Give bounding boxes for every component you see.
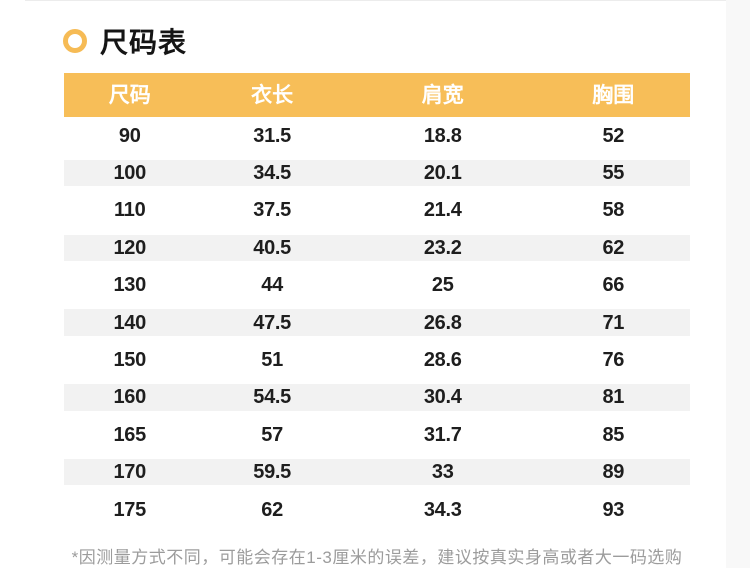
value-cell: 25 <box>431 274 454 297</box>
value-cell: 165 <box>113 423 146 446</box>
section-top-divider <box>25 0 750 1</box>
value-cell: 30.4 <box>423 386 462 409</box>
value-cell: 33 <box>431 461 454 484</box>
value-cell: 110 <box>114 199 146 222</box>
value-cell: 31.5 <box>253 124 291 147</box>
section-title-row: 尺码表 <box>63 21 187 61</box>
table-row: 160 54.5 30.4 81 <box>64 379 690 416</box>
value-cell: 31.7 <box>423 423 462 446</box>
ring-bullet-icon <box>63 29 87 53</box>
value-cell: 57 <box>261 423 283 446</box>
value-cell: 120 <box>113 236 146 259</box>
table-row: 90 31.5 18.8 52 <box>64 117 690 154</box>
value-cell: 150 <box>113 349 146 372</box>
value-cell: 76 <box>602 349 625 372</box>
value-cell: 71 <box>602 311 625 334</box>
header-cell: 肩宽 <box>421 83 464 107</box>
size-table-header-row: 尺码 衣长 肩宽 胸围 <box>64 73 690 117</box>
table-row: 130 44 25 66 <box>64 267 690 304</box>
value-cell: 47.5 <box>253 311 291 334</box>
size-table: 尺码 衣长 肩宽 胸围 90 31.5 18.8 52 100 34.5 20.1 55 110 37.… <box>64 73 690 528</box>
value-cell: 59.5 <box>253 461 291 484</box>
value-cell: 34.5 <box>253 162 291 185</box>
value-cell: 100 <box>113 162 146 185</box>
value-cell: 140 <box>113 311 146 334</box>
value-cell: 23.2 <box>423 236 462 259</box>
header-cell: 胸围 <box>592 83 635 107</box>
table-row: 170 59.5 33 89 <box>64 454 690 491</box>
value-cell: 28.6 <box>423 349 462 372</box>
measurement-footnote: *因测量方式不同，可能会存在1-3厘米的误差，建议按真实身高或者大一码选购 <box>71 548 683 567</box>
table-row: 175 62 34.3 93 <box>64 491 690 528</box>
value-cell: 40.5 <box>253 236 291 259</box>
table-row: 140 47.5 26.8 71 <box>64 304 690 341</box>
value-cell: 26.8 <box>423 311 462 334</box>
value-cell: 85 <box>602 423 625 446</box>
value-cell: 89 <box>602 461 625 484</box>
value-cell: 175 <box>113 498 146 521</box>
value-cell: 18.8 <box>423 124 462 147</box>
value-cell: 62 <box>602 236 625 259</box>
value-cell: 130 <box>113 274 146 297</box>
table-row: 165 57 31.7 85 <box>64 416 690 453</box>
value-cell: 93 <box>602 498 625 521</box>
value-cell: 81 <box>602 386 625 409</box>
value-cell: 21.4 <box>423 199 462 222</box>
value-cell: 170 <box>113 461 146 484</box>
value-cell: 160 <box>113 386 146 409</box>
page-title: 尺码表 <box>100 27 188 58</box>
header-cell: 衣长 <box>251 83 294 107</box>
value-cell: 62 <box>261 498 283 521</box>
value-cell: 90 <box>118 124 141 147</box>
value-cell: 66 <box>602 274 625 297</box>
value-cell: 55 <box>602 162 625 185</box>
value-cell: 20.1 <box>423 162 462 185</box>
size-table-body: 90 31.5 18.8 52 100 34.5 20.1 55 110 37.5 21.4 58 12… <box>64 117 690 528</box>
scrollbar-track[interactable] <box>726 0 750 568</box>
table-row: 150 51 28.6 76 <box>64 341 690 378</box>
value-cell: 37.5 <box>253 199 291 222</box>
value-cell: 52 <box>602 124 625 147</box>
value-cell: 54.5 <box>253 386 291 409</box>
value-cell: 51 <box>261 349 283 372</box>
value-cell: 58 <box>602 199 625 222</box>
table-row: 120 40.5 23.2 62 <box>64 229 690 266</box>
value-cell: 34.3 <box>423 498 462 521</box>
header-cell: 尺码 <box>108 83 151 107</box>
value-cell: 44 <box>261 274 283 297</box>
table-row: 100 34.5 20.1 55 <box>64 154 690 191</box>
table-row: 110 37.5 21.4 58 <box>64 192 690 229</box>
